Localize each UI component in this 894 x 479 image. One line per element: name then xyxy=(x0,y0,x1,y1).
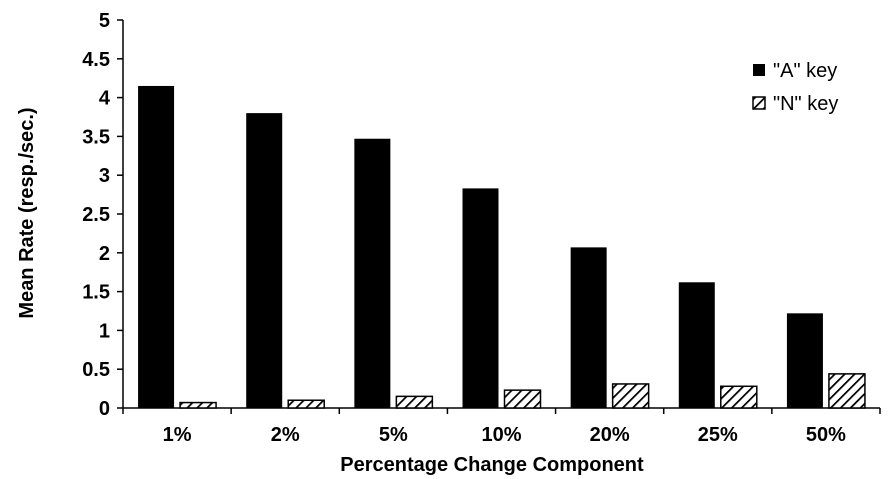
bar-a-key-5pct xyxy=(354,138,391,408)
y-axis: 0 0.5 1 1.5 2 2.5 3 3.5 4 4.5 5 xyxy=(82,10,124,420)
y-tick-label: 0.5 xyxy=(82,359,110,381)
y-tick-label: 1.5 xyxy=(82,282,110,304)
x-tick-label: 10% xyxy=(481,424,521,446)
bar-a-key-50pct xyxy=(786,313,823,408)
bar-a-key-20pct xyxy=(570,247,607,408)
y-tick-label: 2 xyxy=(99,243,110,265)
bar-a-key-1pct xyxy=(138,85,175,409)
legend-swatch-n-key xyxy=(752,96,766,110)
y-axis-title: Mean Rate (resp./sec.) xyxy=(16,107,38,318)
x-axis-title: Percentage Change Component xyxy=(340,454,644,476)
y-tick-label: 0 xyxy=(99,398,110,420)
bar-a-key-25pct xyxy=(678,282,715,408)
y-tick-label: 5 xyxy=(99,10,110,32)
y-tick-label: 1 xyxy=(99,320,110,342)
bars xyxy=(138,85,866,409)
y-tick-label: 3 xyxy=(99,165,110,187)
x-axis: 1% 2% 5% 10% 20% 25% 50% xyxy=(122,407,881,446)
x-tick-label: 20% xyxy=(590,424,630,446)
bar-a-key-10pct xyxy=(462,188,499,408)
legend-swatch-a-key xyxy=(753,64,765,76)
bar-a-key-2pct xyxy=(246,113,283,409)
bar-n-key-5pct xyxy=(395,395,434,409)
bar-n-key-1pct xyxy=(179,401,217,409)
bar-n-key-20pct xyxy=(611,383,650,409)
legend: "A" key "N" key xyxy=(752,60,838,115)
x-tick-label: 5% xyxy=(379,424,408,446)
x-tick-label: 25% xyxy=(698,424,738,446)
x-tick-label: 50% xyxy=(806,424,846,446)
x-tick-label: 2% xyxy=(271,424,300,446)
y-tick-label: 4.5 xyxy=(82,49,110,71)
legend-label-a-key: "A" key xyxy=(773,60,837,82)
bar-n-key-2pct xyxy=(287,399,325,409)
x-tick-label: 1% xyxy=(163,424,192,446)
bar-n-key-10pct xyxy=(503,389,542,409)
y-tick-label: 2.5 xyxy=(82,204,110,226)
y-tick-label: 4 xyxy=(99,88,111,110)
legend-label-n-key: "N" key xyxy=(773,93,838,115)
bar-n-key-25pct xyxy=(720,385,758,409)
y-tick-label: 3.5 xyxy=(82,126,110,148)
bar-n-key-50pct xyxy=(828,373,866,409)
